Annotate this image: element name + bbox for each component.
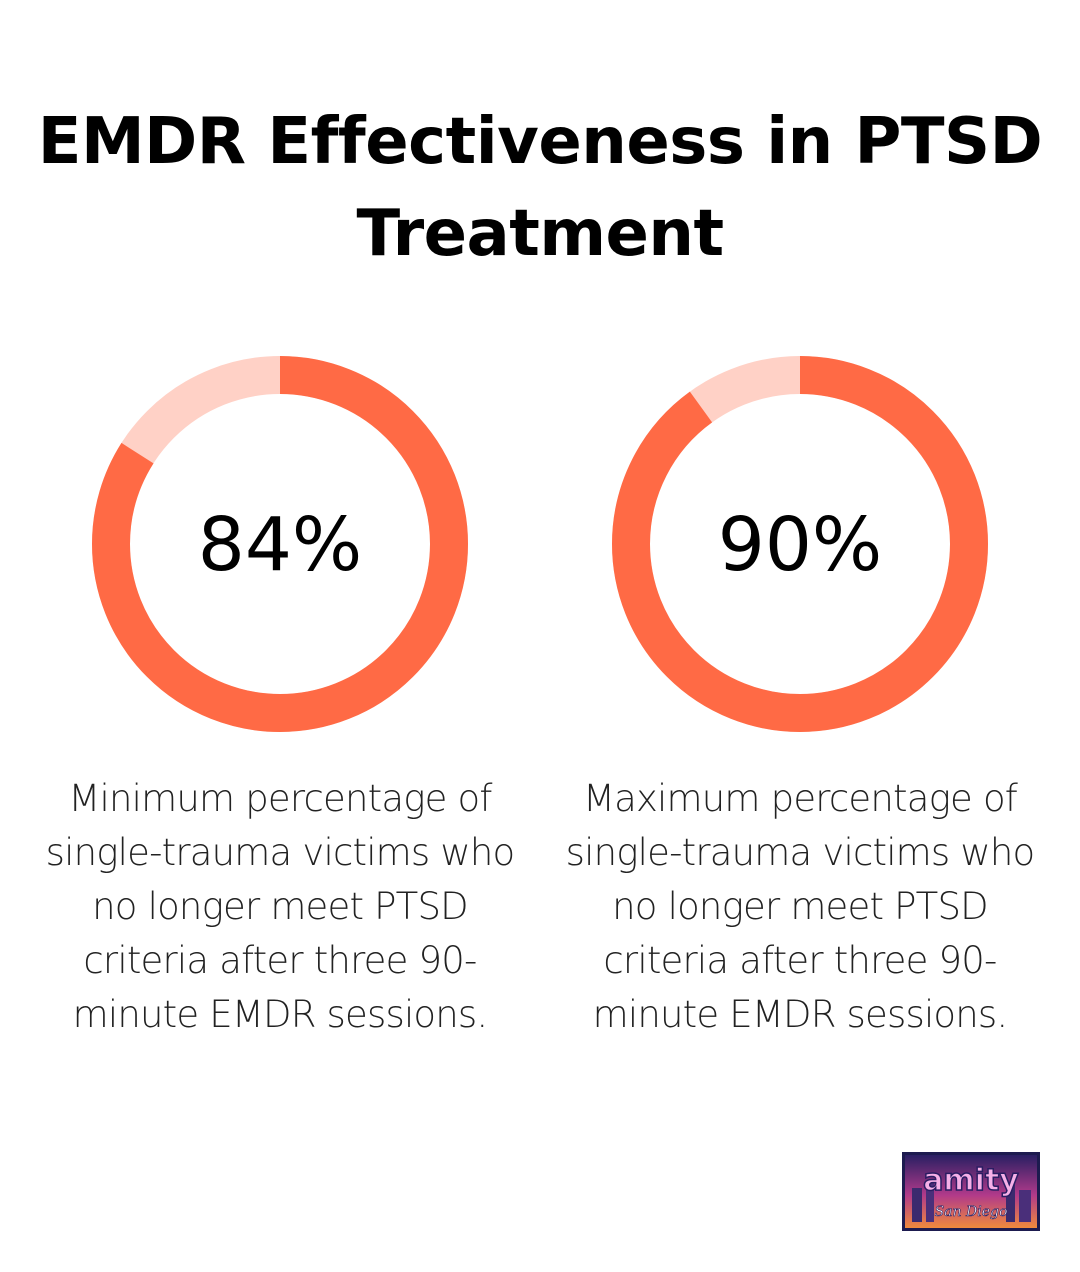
donut-value-label: 90% [718,502,882,588]
stat-caption: Minimum percentage of single-trauma vict… [45,777,515,1036]
svg-text:amity: amity [923,1163,1019,1198]
svg-text:San Diego: San Diego [935,1204,1008,1220]
amity-san-diego-logo: amity San Diego [902,1152,1040,1231]
donut-chart-minimum: 84% [92,356,468,732]
stat-caption: Maximum percentage of single-trauma vict… [565,777,1035,1036]
donut-value-label: 84% [198,502,362,588]
page-title: EMDR Effectiveness in PTSD Treatment [37,105,1043,271]
donut-chart-maximum: 90% [612,356,988,732]
donut-value-arc [92,356,468,732]
donut-value-arc [612,356,988,732]
stat-card-maximum: 90% Maximum percentage of single-trauma … [560,356,1040,1042]
stat-card-minimum: 84% Minimum percentage of single-trauma … [40,356,520,1042]
